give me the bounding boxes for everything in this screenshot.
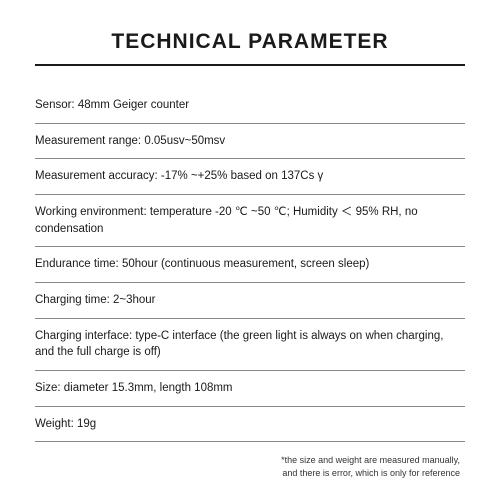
spec-value: 2~3hour (110, 294, 156, 306)
spec-row: Sensor: 48mm Geiger counter (35, 88, 465, 124)
spec-label: Sensor: (35, 99, 75, 111)
spec-row: Charging time: 2~3hour (35, 283, 465, 319)
spec-label: Measurement range: (35, 135, 141, 147)
spec-label: Measurement accuracy: (35, 170, 158, 182)
title-underline (35, 64, 465, 66)
spec-value: diameter 15.3mm, length 108mm (61, 382, 233, 394)
spec-row: Size: diameter 15.3mm, length 108mm (35, 371, 465, 407)
spec-label: Size: (35, 382, 61, 394)
spec-value: 0.05usv~50msv (141, 135, 225, 147)
spec-value: -17% ~+25% based on 137Cs γ (158, 170, 324, 182)
spec-row: Weight: 19g (35, 407, 465, 443)
spec-value: 48mm Geiger counter (75, 99, 189, 111)
footnote-line2: and there is error, which is only for re… (282, 468, 460, 478)
spec-row: Working environment: temperature -20 ℃ ~… (35, 195, 465, 247)
footnote: *the size and weight are measured manual… (35, 454, 465, 479)
spec-label: Weight: (35, 418, 74, 430)
spec-value: 19g (74, 418, 96, 430)
spec-row: Measurement range: 0.05usv~50msv (35, 124, 465, 160)
spec-label: Charging interface: (35, 330, 132, 342)
spec-row: Measurement accuracy: -17% ~+25% based o… (35, 159, 465, 195)
specs-table: Sensor: 48mm Geiger counterMeasurement r… (35, 88, 465, 442)
spec-row: Charging interface: type-C interface (th… (35, 319, 465, 371)
footnote-line1: *the size and weight are measured manual… (281, 455, 460, 465)
spec-label: Charging time: (35, 294, 110, 306)
spec-label: Working environment: (35, 206, 147, 218)
spec-label: Endurance time: (35, 258, 119, 270)
spec-value: 50hour (continuous measurement, screen s… (119, 258, 370, 270)
spec-row: Endurance time: 50hour (continuous measu… (35, 247, 465, 283)
page-title: TECHNICAL PARAMETER (35, 30, 465, 54)
